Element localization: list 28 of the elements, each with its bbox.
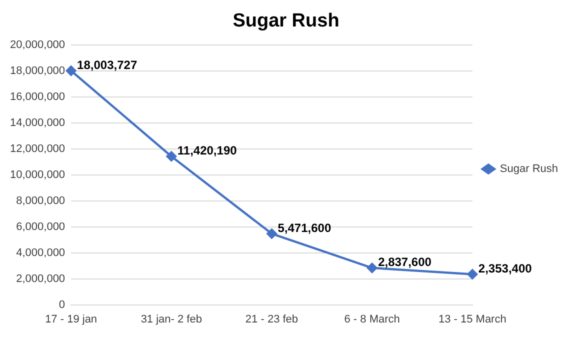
y-tick-label: 6,000,000 — [16, 220, 66, 233]
data-label: 11,420,190 — [177, 144, 238, 158]
y-tick-label: 4,000,000 — [16, 246, 66, 259]
x-tick-label: 13 - 15 March — [438, 313, 506, 326]
point — [66, 66, 76, 76]
data-label: 18,003,727 — [77, 58, 138, 72]
y-tick-label: 14,000,000 — [10, 116, 66, 129]
point — [467, 269, 478, 280]
data-label: 2,837,600 — [378, 255, 432, 270]
y-tick-label: 18,000,000 — [10, 64, 66, 77]
y-tick-label: 10,000,000 — [10, 168, 66, 181]
chart-title: Sugar Rush — [232, 10, 340, 32]
y-tick-label: 12,000,000 — [10, 142, 66, 155]
y-tick-label: 20,000,000 — [10, 38, 66, 51]
point — [266, 228, 277, 239]
data-label: 2,353,400 — [478, 262, 532, 276]
y-tick-label: 0 — [58, 298, 66, 311]
x-tick-label: 17 - 19 jan — [45, 313, 98, 326]
point — [166, 151, 177, 162]
point — [366, 262, 378, 274]
data-label: 5,471,600 — [278, 220, 332, 235]
y-tick-label: 8,000,000 — [16, 194, 66, 207]
x-tick-label: 6 - 8 March — [344, 313, 400, 326]
x-tick-label: 31 jan- 2 feb — [140, 313, 202, 326]
x-tick-label: 21 - 23 feb — [245, 313, 298, 326]
legend-label: Sugar Rush — [500, 163, 558, 176]
y-tick-label: 16,000,000 — [10, 90, 66, 103]
y-tick-label: 2,000,000 — [16, 272, 66, 285]
